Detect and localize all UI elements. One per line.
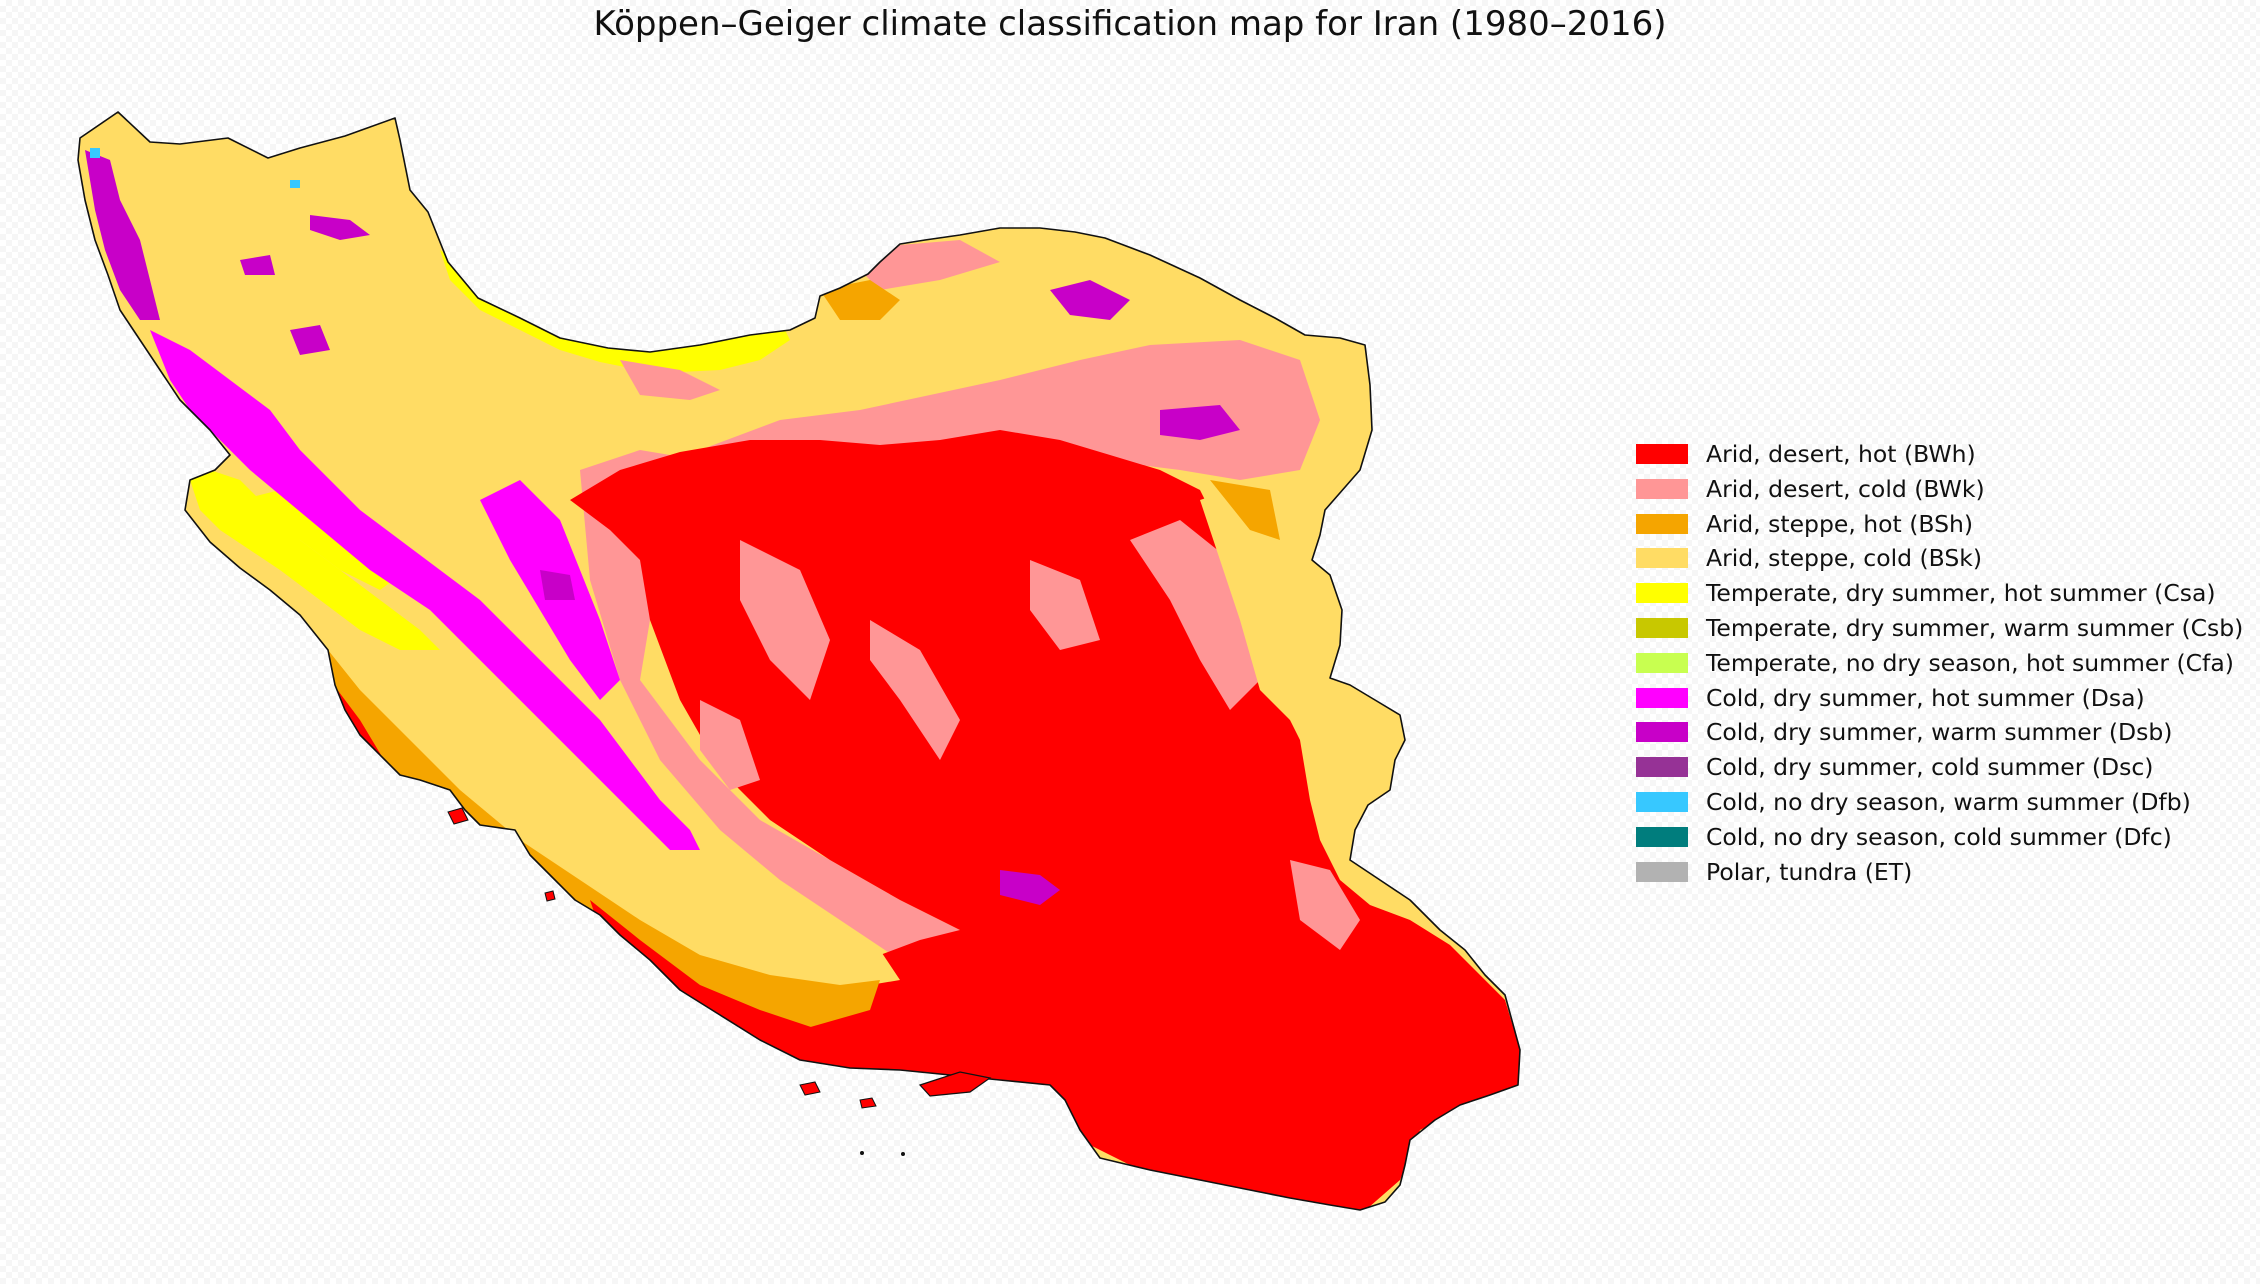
legend-item-dsa: Cold, dry summer, hot summer (Dsa) — [1636, 682, 2246, 717]
legend-swatch — [1636, 757, 1688, 778]
legend-label: Arid, desert, hot (BWh) — [1706, 440, 1976, 468]
legend-item-et: Polar, tundra (ET) — [1636, 856, 2246, 891]
legend-item-bwh: Arid, desert, hot (BWh) — [1636, 438, 2246, 473]
legend-swatch — [1636, 617, 1688, 638]
legend-swatch — [1636, 652, 1688, 673]
legend-item-bsk: Arid, steppe, cold (BSk) — [1636, 542, 2246, 577]
legend-item-csb: Temperate, dry summer, warm summer (Csb) — [1636, 612, 2246, 647]
legend-item-csa: Temperate, dry summer, hot summer (Csa) — [1636, 577, 2246, 612]
legend-label: Arid, steppe, hot (BSh) — [1706, 509, 1974, 538]
legend-swatch — [1636, 722, 1688, 743]
legend-label: Cold, no dry season, warm summer (Dfb) — [1706, 787, 2191, 816]
legend-label: Temperate, dry summer, hot summer (Csa) — [1706, 579, 2216, 608]
legend-label: Temperate, dry summer, warm summer (Csb) — [1706, 613, 2244, 642]
legend-label: Cold, dry summer, hot summer (Dsa) — [1706, 683, 2145, 712]
legend-item-dfb: Cold, no dry season, warm summer (Dfb) — [1636, 786, 2246, 821]
legend-swatch — [1636, 478, 1688, 499]
legend-swatch — [1636, 687, 1688, 708]
legend-item-bwk: Arid, desert, cold (BWk) — [1636, 473, 2246, 508]
legend-swatch — [1636, 583, 1688, 604]
legend-swatch — [1636, 444, 1688, 464]
legend-label: Cold, no dry season, cold summer (Dfc) — [1706, 822, 2172, 851]
legend-label: Cold, dry summer, warm summer (Dsb) — [1706, 718, 2173, 747]
legend-label: Polar, tundra (ET) — [1706, 857, 1913, 886]
legend-label: Temperate, no dry season, hot summer (Cf… — [1706, 648, 2234, 677]
map-title: Köppen–Geiger climate classification map… — [593, 4, 1667, 44]
legend-swatch — [1636, 548, 1688, 569]
climate-legend: Arid, desert, hot (BWh) Arid, desert, col… — [1636, 438, 2246, 890]
legend-item-cfa: Temperate, no dry season, hot summer (Cf… — [1636, 647, 2246, 682]
legend-item-bsh: Arid, steppe, hot (BSh) — [1636, 508, 2246, 543]
legend-swatch — [1636, 513, 1688, 534]
legend-item-dsb: Cold, dry summer, warm summer (Dsb) — [1636, 716, 2246, 751]
legend-label: Arid, steppe, cold (BSk) — [1706, 544, 1983, 573]
legend-item-dfc: Cold, no dry season, cold summer (Dfc) — [1636, 821, 2246, 856]
legend-swatch — [1636, 861, 1688, 882]
legend-item-dsc: Cold, dry summer, cold summer (Dsc) — [1636, 751, 2246, 786]
legend-swatch — [1636, 826, 1688, 847]
legend-label: Arid, desert, cold (BWk) — [1706, 474, 1985, 503]
legend-label: Cold, dry summer, cold summer (Dsc) — [1706, 753, 2154, 782]
legend-swatch — [1636, 791, 1688, 812]
